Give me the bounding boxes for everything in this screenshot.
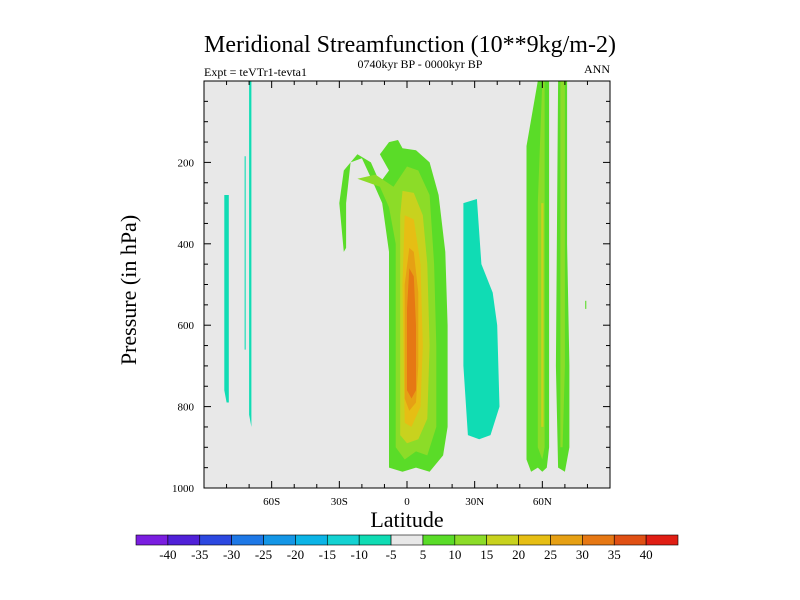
colorbar-label: -35 — [191, 547, 208, 562]
colorbar-label: -15 — [319, 547, 336, 562]
colorbar-label: 10 — [448, 547, 461, 562]
color-bar: -40 -35 -30 -25 -20 -15 -10 -5 5 10 15 20 25 30 35 40 — [135, 534, 679, 562]
colorbar-box — [358, 534, 392, 546]
contour-region-minus5-nh — [463, 199, 500, 440]
y-tick-label: 400 — [178, 239, 195, 251]
y-tick-label: 800 — [178, 402, 195, 414]
y-tick-label: 200 — [178, 157, 195, 169]
contour-region-plus15-n — [541, 203, 544, 427]
colorbar-box — [518, 534, 551, 546]
colorbar-box — [167, 534, 201, 546]
colorbar-box — [550, 534, 583, 546]
contour-region-plus30-c — [407, 268, 416, 399]
colorbar-label: -40 — [159, 547, 176, 562]
axis-ticks: 60S 30S 0 30N 60N 200 400 600 800 1000 — [172, 81, 610, 508]
colorbar-label: 25 — [544, 547, 557, 562]
contour-region-minus5-sh-b — [244, 156, 246, 350]
colorbar-box — [422, 534, 456, 546]
y-axis-label: Pressure (in hPa) — [116, 215, 141, 365]
x-tick-label: 0 — [404, 496, 410, 508]
colorbar-label: 40 — [640, 547, 653, 562]
colorbar-box — [454, 534, 488, 546]
x-tick-label: 60S — [263, 496, 280, 508]
colorbar-box — [326, 534, 360, 546]
contour-region-plus5-nh-spot — [585, 300, 587, 309]
x-tick-label: 60N — [533, 496, 552, 508]
contour-region-minus5-sh-c — [249, 81, 252, 427]
colorbar-label: 20 — [512, 547, 525, 562]
colorbar-label: 35 — [608, 547, 621, 562]
colorbar-box — [263, 534, 296, 546]
colorbar-box — [295, 534, 328, 546]
colorbar-box — [613, 534, 647, 546]
colorbar-label: 15 — [480, 547, 493, 562]
colorbar-box — [135, 534, 169, 546]
colorbar-box — [199, 534, 232, 546]
contour-region-plus10-n2 — [560, 81, 565, 448]
colorbar-box — [645, 534, 679, 546]
colorbar-label: 30 — [576, 547, 589, 562]
colorbar-box — [231, 534, 264, 546]
colorbar-label: -25 — [255, 547, 272, 562]
right-subtitle: ANN — [584, 62, 610, 76]
colorbar-label: -20 — [287, 547, 304, 562]
y-tick-label: 1000 — [172, 483, 195, 495]
colorbar-box — [390, 534, 424, 546]
colorbar-label: -5 — [386, 547, 397, 562]
contour-regions — [224, 81, 587, 472]
colorbar-label: -30 — [223, 547, 240, 562]
colorbar-box — [582, 534, 615, 546]
contour-region-minus5-sh-a — [224, 195, 229, 403]
colorbar-label: -10 — [351, 547, 368, 562]
colorbar-label: 5 — [420, 547, 427, 562]
y-tick-label: 600 — [178, 320, 195, 332]
left-subtitle: Expt = teVTr1-tevta1 — [204, 65, 307, 79]
chart-title: Meridional Streamfunction (10**9kg/m-2) — [204, 32, 616, 58]
x-axis-label: Latitude — [370, 507, 443, 532]
x-tick-label: 30N — [465, 496, 484, 508]
center-subtitle: 0740kyr BP - 0000kyr BP — [358, 57, 483, 71]
colorbar-box — [486, 534, 519, 546]
x-tick-label: 30S — [331, 496, 348, 508]
